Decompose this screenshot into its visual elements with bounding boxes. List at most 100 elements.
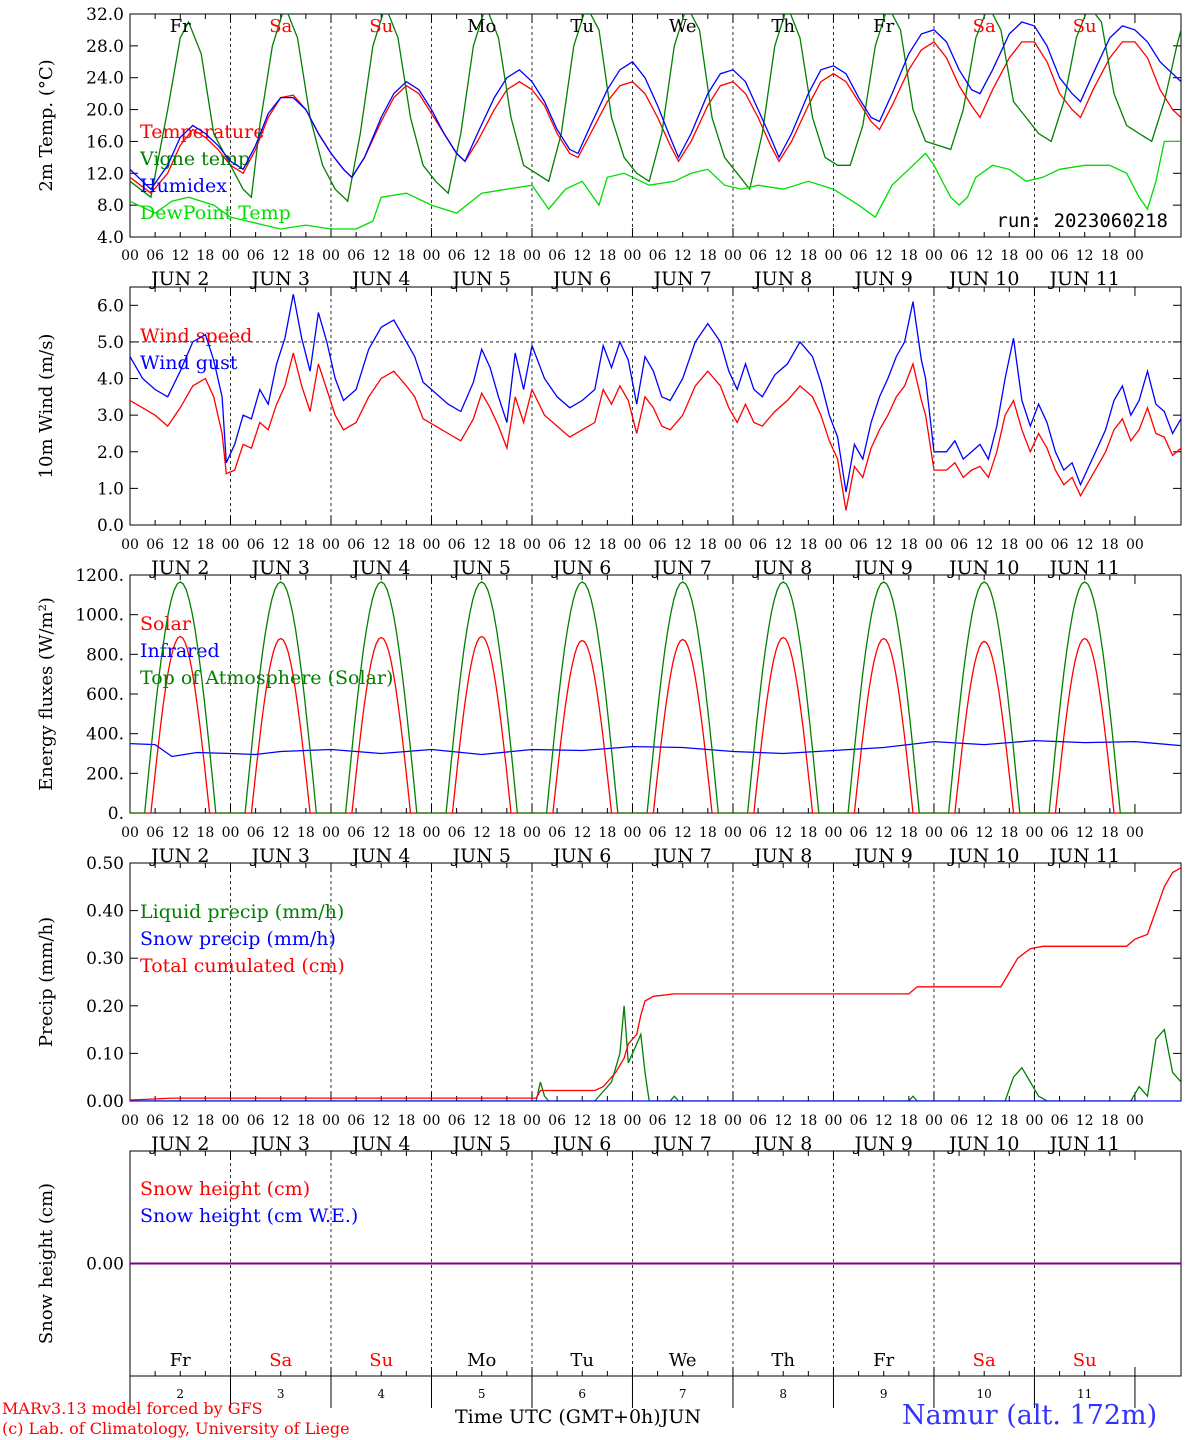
series-line-infrared: [130, 739, 1181, 758]
hour-tick-label: 12: [473, 537, 491, 553]
hour-tick-label: 12: [171, 1113, 189, 1129]
hour-tick-label: 18: [699, 825, 717, 841]
hour-tick-label: 06: [649, 825, 667, 841]
hour-tick-label: 18: [297, 1113, 315, 1129]
x-axis-month: JUN: [660, 1406, 701, 1428]
date-label: JUN 7: [652, 845, 712, 867]
y-tick-label: 32.0: [86, 5, 124, 25]
hour-tick-label: 00: [825, 248, 843, 264]
date-label: JUN 11: [1047, 845, 1119, 867]
hour-tick-label: 06: [247, 248, 265, 264]
series-line-wind-gust: [130, 294, 1181, 493]
hour-tick-label: 18: [900, 825, 918, 841]
hour-tick-label: 18: [1101, 537, 1119, 553]
y-tick-label: 200.: [86, 764, 124, 784]
hour-tick-label: 12: [372, 825, 390, 841]
hour-tick-label: 12: [573, 248, 591, 264]
hour-tick-label: 00: [724, 1113, 742, 1129]
date-label: JUN 11: [1047, 268, 1119, 290]
weekday-label: Tu: [570, 16, 594, 37]
date-label: JUN 6: [551, 557, 611, 579]
snow-weekday-label: Fr: [873, 1350, 894, 1371]
y-tick-label: 0.00: [86, 1255, 124, 1275]
legend-entry: Humidex: [140, 175, 227, 197]
date-label: JUN 3: [250, 1133, 310, 1155]
hour-tick-label: 00: [1126, 825, 1144, 841]
y-tick-label: 0.00: [86, 1092, 124, 1112]
series-line-liquid-precip-mm-h-: [130, 1005, 1181, 1101]
hour-tick-label: 00: [322, 248, 340, 264]
hour-tick-label: 06: [649, 248, 667, 264]
hour-tick-label: 12: [272, 825, 290, 841]
hour-tick-label: 12: [272, 1113, 290, 1129]
hour-tick-label: 12: [674, 248, 692, 264]
hour-tick-label: 06: [347, 825, 365, 841]
legend-entry: Top of Atmosphere (Solar): [140, 667, 393, 689]
hour-tick-label: 00: [121, 1113, 139, 1129]
date-label: JUN 7: [652, 557, 712, 579]
y-tick-label: 12.0: [86, 164, 124, 184]
legend-entry: Snow precip (mm/h): [140, 928, 336, 950]
hour-tick-label: 06: [749, 248, 767, 264]
hour-tick-label: 06: [850, 1113, 868, 1129]
hour-tick-label: 18: [196, 1113, 214, 1129]
hour-tick-label: 00: [423, 1113, 441, 1129]
hour-tick-label: 06: [950, 825, 968, 841]
date-label: JUN 3: [250, 557, 310, 579]
y-tick-label: 0.20: [86, 997, 124, 1017]
hour-tick-label: 12: [975, 1113, 993, 1129]
run-label: run: 2023060218: [996, 210, 1168, 232]
model-credit-2: (c) Lab. of Climatology, University of L…: [2, 1419, 350, 1438]
hour-tick-label: 12: [875, 248, 893, 264]
hour-tick-label: 00: [1026, 825, 1044, 841]
snow-weekday-label: Sa: [973, 1350, 996, 1371]
legend-entry: Liquid precip (mm/h): [140, 901, 344, 923]
snow-weekday-label: Tu: [570, 1350, 594, 1371]
hour-tick-label: 18: [900, 537, 918, 553]
hour-tick-label: 06: [146, 1113, 164, 1129]
hour-tick-label: 12: [875, 825, 893, 841]
hour-tick-label: 12: [674, 825, 692, 841]
hour-tick-label: 00: [121, 248, 139, 264]
weekday-label: We: [669, 16, 697, 37]
bottom-date-label: 5: [478, 1387, 486, 1401]
hour-tick-label: 12: [171, 825, 189, 841]
hour-tick-label: 06: [1051, 825, 1069, 841]
hour-tick-label: 12: [372, 1113, 390, 1129]
y-tick-label: 800.: [86, 645, 124, 665]
snow-weekday-label: Su: [369, 1350, 393, 1371]
hour-tick-label: 12: [875, 1113, 893, 1129]
hour-tick-label: 18: [1000, 537, 1018, 553]
date-label: JUN 3: [250, 845, 310, 867]
hour-tick-label: 00: [724, 825, 742, 841]
hour-tick-label: 12: [774, 825, 792, 841]
hour-tick-label: 06: [448, 537, 466, 553]
hour-tick-label: 00: [222, 537, 240, 553]
legend-entry: Snow height (cm W.E.): [140, 1205, 358, 1227]
bottom-date-label: 2: [176, 1387, 184, 1401]
hour-tick-label: 00: [925, 825, 943, 841]
hour-tick-label: 06: [1051, 537, 1069, 553]
x-axis-title: Time UTC (GMT+0h)JUN: [455, 1406, 701, 1428]
hour-tick-label: 18: [799, 537, 817, 553]
y-tick-label: 28.0: [86, 37, 124, 57]
hour-tick-label: 18: [297, 825, 315, 841]
date-label: JUN 11: [1047, 557, 1119, 579]
hour-tick-label: 06: [448, 248, 466, 264]
bottom-date-label: 3: [277, 1387, 285, 1401]
hour-tick-label: 18: [397, 1113, 415, 1129]
x-axis-label: Time UTC (GMT+0h): [455, 1406, 661, 1428]
y-axis-label: 2m Temp. (°C): [36, 59, 57, 191]
hour-tick-label: 12: [1076, 1113, 1094, 1129]
hour-tick-label: 06: [749, 1113, 767, 1129]
hour-tick-label: 12: [975, 248, 993, 264]
y-tick-label: 600.: [86, 685, 124, 705]
panel-frame: [129, 13, 1182, 238]
hour-tick-label: 00: [724, 248, 742, 264]
hour-tick-label: 18: [598, 1113, 616, 1129]
hour-tick-label: 06: [347, 537, 365, 553]
series-line-solar: [130, 635, 1135, 813]
hour-tick-label: 06: [146, 537, 164, 553]
hour-tick-label: 06: [448, 825, 466, 841]
hour-tick-label: 00: [624, 537, 642, 553]
